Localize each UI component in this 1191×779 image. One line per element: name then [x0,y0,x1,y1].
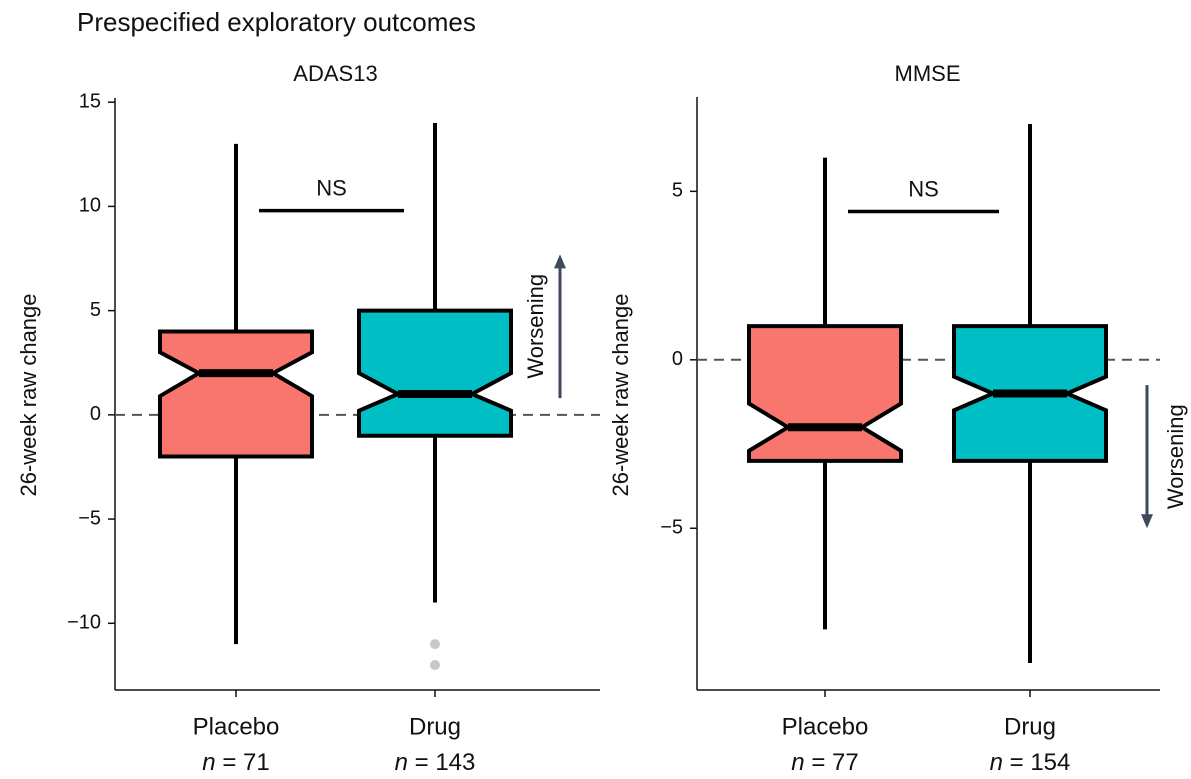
chart-title: MMSE [895,61,961,86]
x-tick-label: Placebo [193,713,280,740]
x-tick-label: Placebo [782,713,869,740]
direction-label: Worsening [523,274,548,379]
arrow-head [554,254,566,269]
x-tick-label: Drug [409,713,461,740]
y-tick-label: 0 [90,403,101,425]
outlier [430,659,440,670]
outlier [430,639,440,650]
arrow-head [1141,514,1153,529]
significance-label: NS [908,176,939,201]
n-label: n = 154 [990,749,1071,776]
y-tick-label: −10 [67,612,101,634]
n-label: n = 77 [791,749,858,776]
y-tick-label: 15 [79,90,101,112]
figure-title: Prespecified exploratory outcomes [77,7,476,37]
y-tick-label: 0 [672,348,683,370]
significance-label: NS [316,175,347,200]
x-tick-label: Drug [1004,713,1056,740]
n-label: n = 143 [395,749,476,776]
box [747,324,903,463]
y-tick-label: −5 [78,507,101,529]
y-axis-label: 26-week raw change [16,293,41,496]
y-tick-label: −5 [660,517,683,539]
direction-label: Worsening [1163,404,1188,509]
y-tick-label: 5 [90,299,101,321]
n-label: n = 71 [202,749,269,776]
box [158,329,314,459]
y-tick-label: 5 [672,180,683,202]
box [357,308,513,438]
y-tick-label: 10 [79,195,101,217]
y-axis-label: 26-week raw change [608,293,633,496]
chart-title: ADAS13 [293,61,377,86]
